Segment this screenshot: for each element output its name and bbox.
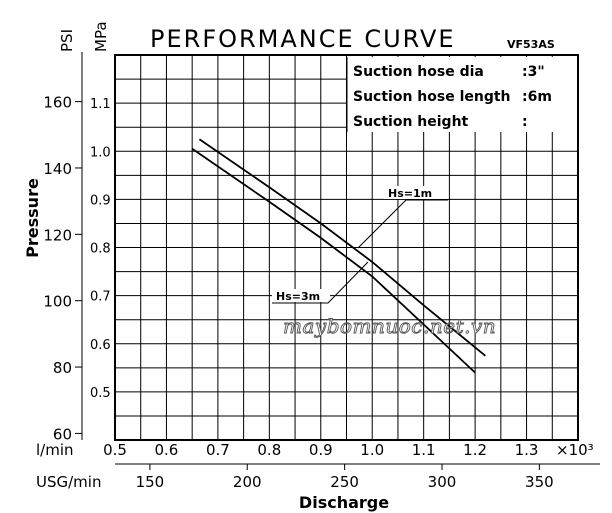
chart-title: PERFORMANCE CURVE xyxy=(150,25,456,53)
mpa-tick-label: 0.9 xyxy=(90,193,111,208)
x-multiplier: ×10³ xyxy=(556,441,594,459)
info-hose-length-value: :6m xyxy=(522,89,552,105)
mpa-tick-label: 0.5 xyxy=(90,386,111,401)
y-axis-label: Pressure xyxy=(23,178,42,258)
lmin-tick-label: 1.3 xyxy=(515,441,539,459)
usg-unit-label: USG/min xyxy=(36,473,101,491)
x-axis-label: Discharge xyxy=(299,493,389,512)
lmin-unit-label: l/min xyxy=(36,441,74,459)
mpa-unit-label: MPa xyxy=(92,21,110,52)
model-label: VF53AS xyxy=(507,38,555,51)
lmin-tick-label: 0.8 xyxy=(257,441,281,459)
mpa-tick-label: 0.7 xyxy=(90,290,111,305)
psi-tick-label: 80 xyxy=(53,359,72,377)
usg-tick-label: 350 xyxy=(525,473,554,491)
info-suction-height-value: : xyxy=(522,114,528,130)
usg-tick-label: 150 xyxy=(136,473,165,491)
info-box xyxy=(347,57,577,132)
psi-unit-label: PSI xyxy=(58,29,76,52)
lmin-tick-label: 0.5 xyxy=(103,441,127,459)
psi-tick-label: 140 xyxy=(43,160,72,178)
lmin-tick-label: 0.7 xyxy=(206,441,230,459)
psi-tick-label: 60 xyxy=(53,425,72,443)
info-hose-dia-value: :3" xyxy=(522,64,545,80)
series-label-hs1m: Hs=1m xyxy=(388,187,432,200)
plot-frame xyxy=(114,54,579,441)
info-suction-height-label: Suction height xyxy=(353,114,469,130)
mpa-tick-label: 0.8 xyxy=(90,242,111,257)
lmin-tick-label: 1.2 xyxy=(463,441,487,459)
lmin-tick-label: 1.0 xyxy=(360,441,384,459)
curve-hs1m xyxy=(198,138,486,357)
usg-tick-label: 200 xyxy=(233,473,262,491)
hs1-leader xyxy=(357,199,448,249)
series-label-hs3m: Hs=3m xyxy=(276,290,320,303)
mpa-tick-label: 0.6 xyxy=(90,338,111,353)
info-hose-dia-label: Suction hose dia xyxy=(353,64,484,80)
mpa-tick-label: 1.0 xyxy=(90,145,111,160)
psi-tick-label: 100 xyxy=(43,293,72,311)
ticks: 1.1 1.0 0.9 0.8 0.7 0.6 0.5 160 140 120 100 80 60 0.5… xyxy=(43,52,600,491)
hs3-leader xyxy=(272,261,369,304)
psi-tick-label: 120 xyxy=(43,226,72,244)
mpa-tick-label: 1.1 xyxy=(90,97,111,112)
usg-tick-label: 250 xyxy=(330,473,359,491)
curve-hs3m xyxy=(191,148,476,374)
lmin-tick-label: 1.1 xyxy=(412,441,436,459)
hs3-label-bg xyxy=(272,289,330,302)
psi-tick-label: 160 xyxy=(43,94,72,112)
hs1-label-bg xyxy=(384,186,448,199)
curves xyxy=(191,138,486,374)
lmin-tick-label: 0.9 xyxy=(309,441,333,459)
info-hose-length-label: Suction hose length xyxy=(353,89,511,105)
watermark: maybomnuoc.net.vn xyxy=(283,314,496,338)
usg-tick-label: 300 xyxy=(428,473,457,491)
lmin-tick-label: 0.6 xyxy=(155,441,179,459)
